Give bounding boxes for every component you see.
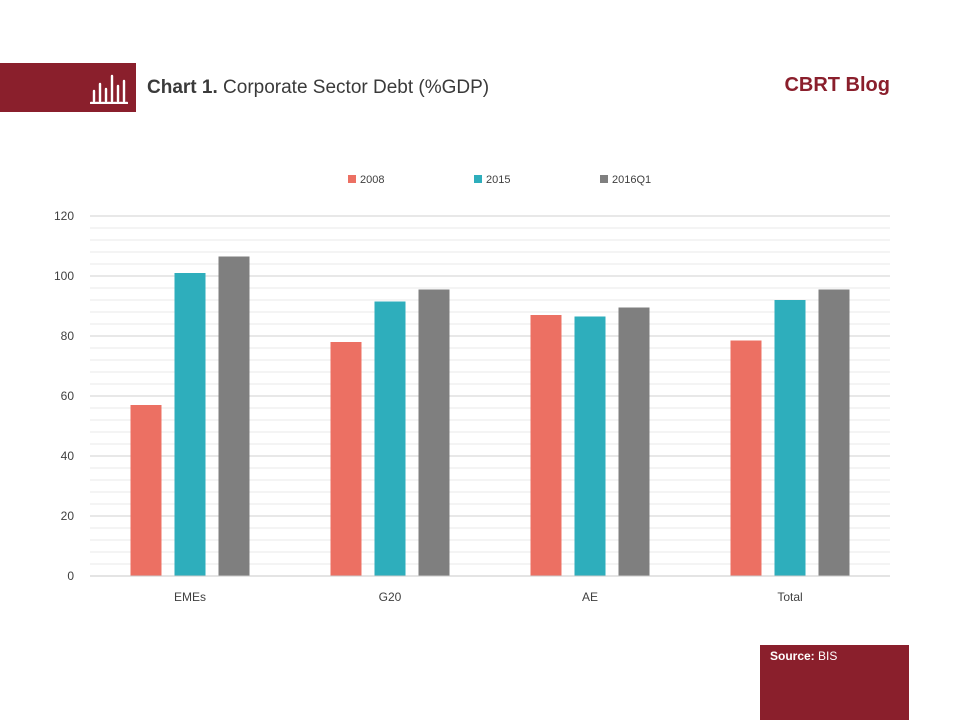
legend-label-2016q1: 2016Q1: [612, 174, 651, 186]
y-tick-label: 20: [61, 509, 75, 523]
x-tick-label: EMEs: [174, 590, 206, 604]
bar-2016q1-ae: [618, 307, 650, 576]
legend-label-2015: 2015: [486, 174, 510, 186]
bar-2008-ae: [530, 315, 562, 576]
chart-title: Chart 1. Corporate Sector Debt (%GDP): [147, 77, 489, 99]
legend-swatch-2015: [474, 175, 482, 183]
x-tick-label: AE: [582, 590, 598, 604]
y-tick-label: 40: [61, 449, 75, 463]
y-tick-label: 60: [61, 389, 75, 403]
bar-2008-g20: [330, 342, 362, 576]
bar-2016q1-g20: [418, 289, 450, 576]
bar-2016q1-emes: [218, 256, 250, 576]
legend-label-2008: 2008: [360, 174, 384, 186]
bar-2015-ae: [574, 316, 606, 576]
x-tick-label: G20: [379, 590, 402, 604]
bar-2008-total: [730, 340, 762, 576]
chart-title-prefix: Chart 1.: [147, 77, 218, 98]
source-label: Source:: [770, 649, 815, 663]
legend-swatch-2008: [348, 175, 356, 183]
bar-chart-icon: [90, 74, 128, 104]
chart-title-text: Corporate Sector Debt (%GDP): [223, 77, 490, 98]
source-box: Source: BIS: [760, 645, 909, 720]
bar-2015-g20: [374, 301, 406, 576]
x-tick-label: Total: [777, 590, 802, 604]
bar-2008-emes: [130, 405, 162, 576]
y-tick-label: 120: [54, 209, 74, 223]
bar-2016q1-total: [818, 289, 850, 576]
bar-2015-total: [774, 300, 806, 576]
source-value: BIS: [818, 649, 838, 663]
y-tick-label: 0: [67, 569, 74, 583]
blog-name: CBRT Blog: [784, 74, 890, 96]
legend-swatch-2016q1: [600, 175, 608, 183]
source-line: Source: BIS: [770, 649, 837, 663]
y-tick-label: 100: [54, 269, 74, 283]
bar-2015-emes: [174, 273, 206, 576]
y-tick-label: 80: [61, 329, 75, 343]
